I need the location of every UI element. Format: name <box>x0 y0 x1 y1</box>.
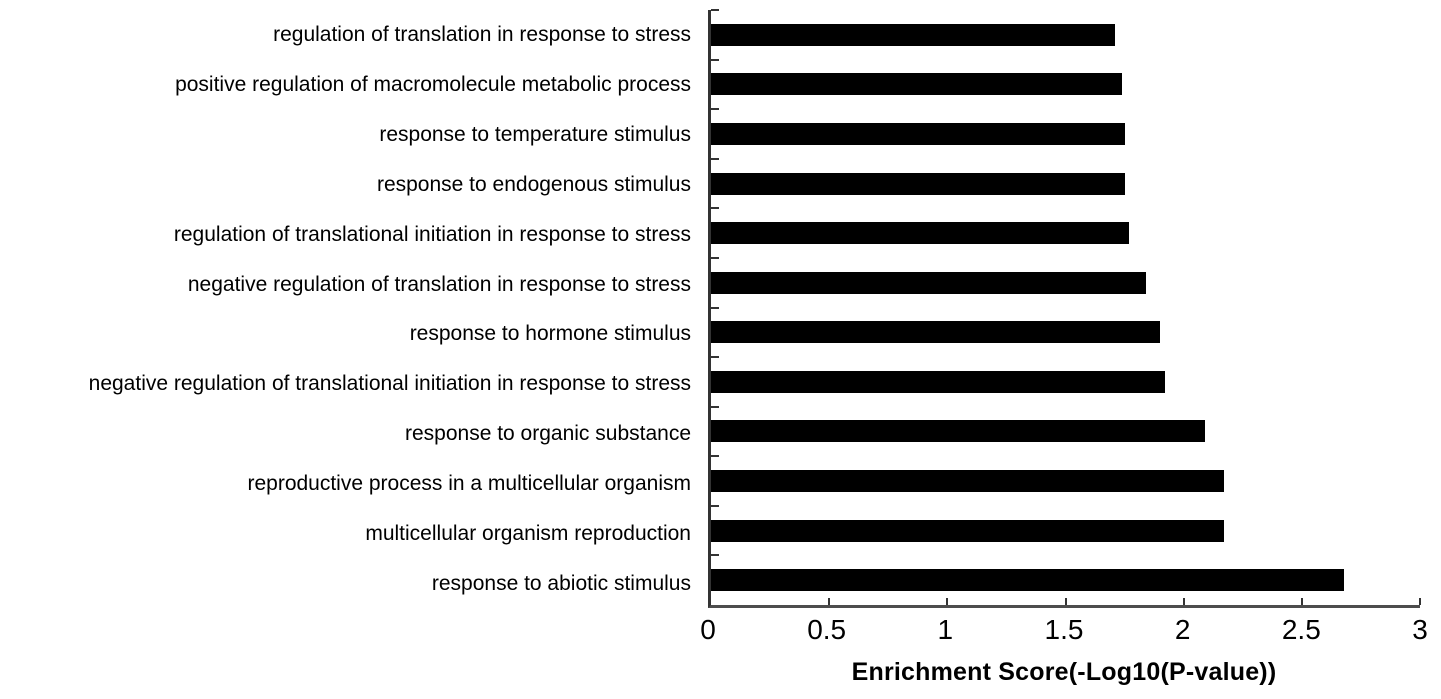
bar <box>711 222 1130 245</box>
y-axis-tick <box>711 504 719 507</box>
bar <box>711 370 1165 393</box>
bar <box>711 271 1146 294</box>
bar <box>711 122 1125 145</box>
bar-row <box>711 357 1420 407</box>
x-tick-label: 0.5 <box>807 614 847 645</box>
bar-row <box>711 258 1420 308</box>
bar <box>711 321 1161 344</box>
y-axis-tick <box>711 356 719 359</box>
category-label: response to organic substance <box>404 422 691 446</box>
x-axis-tick <box>1300 598 1303 605</box>
category-label: reproductive process in a multicellular … <box>247 471 691 495</box>
y-axis-tick <box>711 256 719 259</box>
x-tick-label: 2.5 <box>1281 614 1321 645</box>
category-label: multicellular organism reproduction <box>365 521 691 545</box>
y-axis-tick <box>711 455 719 458</box>
x-axis-tick <box>946 598 949 605</box>
x-axis-tick <box>1419 598 1421 605</box>
bar <box>711 469 1224 492</box>
x-tick-label: 1 <box>937 614 954 645</box>
category-label: negative regulation of translational ini… <box>88 372 691 396</box>
category-label: negative regulation of translation in re… <box>187 272 691 296</box>
category-label: response to temperature stimulus <box>379 123 691 147</box>
y-axis-tick <box>711 405 719 408</box>
bar-row <box>711 109 1420 159</box>
y-axis-tick <box>711 306 719 309</box>
y-axis-tick <box>711 108 719 111</box>
bar <box>711 172 1125 195</box>
x-axis-tick <box>828 598 831 605</box>
bar-row <box>711 307 1420 357</box>
x-axis-title: Enrichment Score(-Log10(P-value)) <box>851 658 1277 686</box>
bar <box>711 569 1345 592</box>
x-tick-label: 2 <box>1174 614 1191 645</box>
category-label: response to endogenous stimulus <box>376 172 691 196</box>
category-label: regulation of translation in response to… <box>273 23 691 47</box>
bar <box>711 73 1123 96</box>
bar-row <box>711 159 1420 209</box>
x-tick-labels: 0 0.5 1 1.5 2 2.5 3 <box>700 614 1428 647</box>
bar-row <box>711 60 1420 110</box>
category-label: positive regulation of macromolecule met… <box>175 73 691 97</box>
bars <box>711 10 1420 605</box>
bar-row <box>711 456 1420 506</box>
category-label: response to abiotic stimulus <box>431 571 691 595</box>
x-tick-label: 1.5 <box>1044 614 1084 645</box>
y-axis-tick <box>711 58 719 61</box>
bar-row <box>711 10 1420 60</box>
bar-row <box>711 208 1420 258</box>
x-tick-label: 3 <box>1412 614 1428 645</box>
y-axis-tick <box>711 554 719 557</box>
y-axis-tick <box>711 9 719 11</box>
x-axis-tick <box>1064 598 1067 605</box>
category-label: response to hormone stimulus <box>409 322 691 346</box>
bar <box>711 23 1116 46</box>
category-labels: regulation of translation in response to… <box>0 10 691 608</box>
bar <box>711 519 1224 542</box>
plot-area <box>708 9 1421 608</box>
y-axis-tick <box>711 157 719 160</box>
y-axis-tick <box>711 207 719 210</box>
x-axis-tick <box>1182 598 1185 605</box>
bar-row <box>711 407 1420 457</box>
bar-row <box>711 506 1420 556</box>
bar-row <box>711 555 1420 605</box>
bar <box>711 420 1205 443</box>
category-label: regulation of translational initiation i… <box>173 222 691 246</box>
x-tick-label: 0 <box>700 614 716 645</box>
